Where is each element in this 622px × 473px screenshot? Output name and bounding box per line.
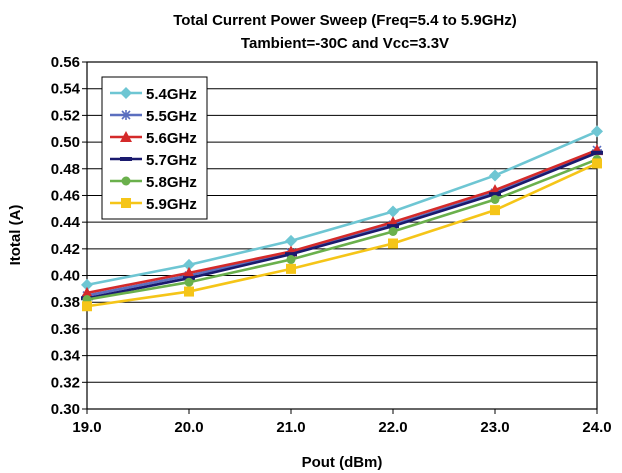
- data-point: [387, 205, 399, 218]
- legend-swatch-marker: [120, 157, 132, 161]
- legend-swatch-marker: [120, 87, 132, 99]
- data-point: [183, 266, 195, 278]
- plot-area-frame: [86, 61, 598, 410]
- legend-label: 5.9GHz: [146, 196, 197, 213]
- legend-label: 5.6GHz: [146, 130, 197, 147]
- legend-box: [101, 76, 208, 220]
- data-point: [490, 194, 500, 204]
- data-point: [184, 277, 194, 287]
- x-tick-label: 20.0: [174, 419, 203, 436]
- series-line: [86, 162, 598, 308]
- legend-item: 5.5GHz: [110, 108, 197, 125]
- data-point: [388, 226, 398, 236]
- x-tick-label: 19.0: [72, 419, 101, 436]
- data-point: [387, 224, 399, 229]
- series-5.8GHz: [82, 154, 602, 305]
- legend-label: 5.5GHz: [146, 108, 197, 125]
- series-5.9GHz: [82, 158, 602, 312]
- series-line: [86, 151, 598, 300]
- legend-item: 5.7GHz: [110, 152, 197, 169]
- y-tick-label: 0.34: [51, 348, 81, 365]
- series-line: [86, 158, 598, 301]
- data-point: [82, 301, 92, 312]
- data-point: [285, 252, 297, 257]
- data-point: [285, 234, 297, 247]
- legend-swatch-marker: [121, 176, 131, 186]
- legend-item: 5.4GHz: [110, 86, 197, 103]
- data-point: [81, 286, 93, 298]
- y-tick-label: 0.46: [51, 187, 80, 204]
- data-point: [183, 258, 195, 271]
- legend-item: 5.8GHz: [110, 174, 197, 191]
- data-point: [81, 278, 93, 291]
- y-tick-label: 0.52: [51, 107, 80, 124]
- y-tick-label: 0.50: [51, 134, 80, 151]
- data-point: [286, 263, 296, 274]
- series-line: [86, 148, 598, 295]
- legend-label: 5.7GHz: [146, 152, 197, 169]
- x-tick-label: 21.0: [276, 419, 305, 436]
- data-point: [591, 125, 603, 138]
- data-point: [184, 286, 194, 297]
- data-point: [490, 205, 500, 216]
- series-5.4GHz: [81, 125, 603, 291]
- chart-title: Total Current Power Sweep (Freq=5.4 to 5…: [173, 12, 517, 29]
- legend-item: 5.6GHz: [110, 130, 197, 147]
- data-point: [591, 150, 603, 155]
- legend-swatch-marker: [121, 198, 131, 208]
- data-point: [388, 238, 398, 249]
- x-tick-label: 23.0: [480, 419, 509, 436]
- y-axis-ticks: 0.30 0.32 0.34 0.36 0.38 0.40 0.42 0.44 0.46 0.48…: [51, 54, 87, 418]
- y-axis-label: Itotal (A): [7, 205, 24, 266]
- y-tick-label: 0.30: [51, 401, 80, 418]
- x-axis-label: Pout (dBm): [302, 454, 383, 471]
- legend-label: 5.4GHz: [146, 86, 197, 103]
- y-tick-label: 0.32: [51, 374, 80, 391]
- y-tick-label: 0.42: [51, 241, 80, 258]
- data-point: [592, 158, 602, 169]
- y-tick-label: 0.56: [51, 54, 80, 71]
- series-line: [86, 130, 598, 287]
- y-tick-label: 0.40: [51, 268, 80, 285]
- y-tick-label: 0.48: [51, 161, 80, 178]
- chart-subtitle: Tambient=-30C and Vcc=3.3V: [241, 35, 449, 52]
- series-layer: [81, 125, 603, 312]
- y-tick-label: 0.44: [51, 214, 81, 231]
- legend-item: 5.9GHz: [110, 196, 197, 213]
- legend-label: 5.8GHz: [146, 174, 197, 191]
- y-tick-label: 0.54: [51, 81, 81, 98]
- x-tick-label: 22.0: [378, 419, 407, 436]
- legend: 5.4GHz 5.5GHz 5.6GHz 5.7GHz 5.8GHz 5.9GHz: [101, 76, 208, 220]
- legend-swatch-marker: [121, 110, 131, 120]
- data-point: [489, 169, 501, 182]
- legend-swatch-marker: [120, 131, 132, 142]
- data-point: [489, 192, 501, 197]
- x-tick-label: 24.0: [582, 419, 611, 436]
- x-axis-ticks: 19.0 20.0 21.0 22.0 23.0 24.0: [72, 409, 612, 436]
- y-tick-label: 0.36: [51, 321, 80, 338]
- y-tick-label: 0.38: [51, 294, 80, 311]
- data-point: [286, 255, 296, 265]
